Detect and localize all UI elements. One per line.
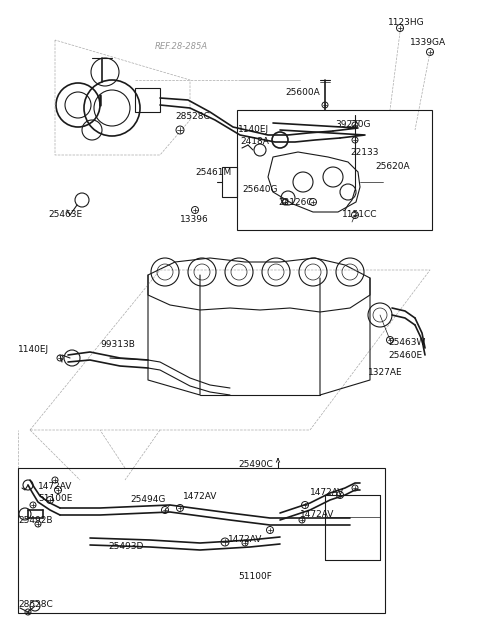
Text: 1472AV: 1472AV: [300, 510, 335, 519]
Text: 28528C: 28528C: [175, 112, 210, 121]
Text: 1140EJ: 1140EJ: [238, 125, 269, 134]
Text: 25620A: 25620A: [375, 162, 409, 171]
Text: 25600A: 25600A: [285, 88, 320, 97]
Text: 1339GA: 1339GA: [410, 38, 446, 47]
Text: 28528C: 28528C: [18, 600, 53, 609]
Text: 51100E: 51100E: [38, 494, 72, 503]
Text: 25640G: 25640G: [242, 185, 277, 194]
Text: 25494G: 25494G: [130, 495, 166, 504]
Text: 39220G: 39220G: [335, 120, 371, 129]
Text: 1472AV: 1472AV: [183, 492, 217, 501]
Text: 25463E: 25463E: [48, 210, 82, 219]
Bar: [18, 468, 385, 613]
Text: 1472AV: 1472AV: [38, 482, 72, 491]
Text: 13396: 13396: [180, 215, 209, 224]
Text: 1140EJ: 1140EJ: [18, 345, 49, 354]
Text: 25463W: 25463W: [388, 338, 425, 347]
Text: 99313B: 99313B: [100, 340, 135, 349]
Text: 1472AV: 1472AV: [228, 535, 263, 544]
Text: 25490C: 25490C: [238, 460, 273, 469]
Text: 25461M: 25461M: [195, 168, 231, 177]
Text: 1472AV: 1472AV: [310, 488, 344, 497]
Text: 51100F: 51100F: [238, 572, 272, 581]
Text: 1327AE: 1327AE: [368, 368, 403, 377]
Text: 22126C: 22126C: [278, 198, 312, 207]
Text: 2418A: 2418A: [240, 137, 269, 146]
Text: 25492B: 25492B: [18, 516, 52, 525]
Text: 25493D: 25493D: [108, 542, 144, 551]
Text: 25460E: 25460E: [388, 351, 422, 360]
Text: REF.28-285A: REF.28-285A: [155, 42, 208, 51]
Text: 1151CC: 1151CC: [342, 210, 377, 219]
Text: 22133: 22133: [350, 148, 379, 157]
Bar: [237, 110, 432, 230]
Text: 1123HG: 1123HG: [388, 18, 425, 27]
